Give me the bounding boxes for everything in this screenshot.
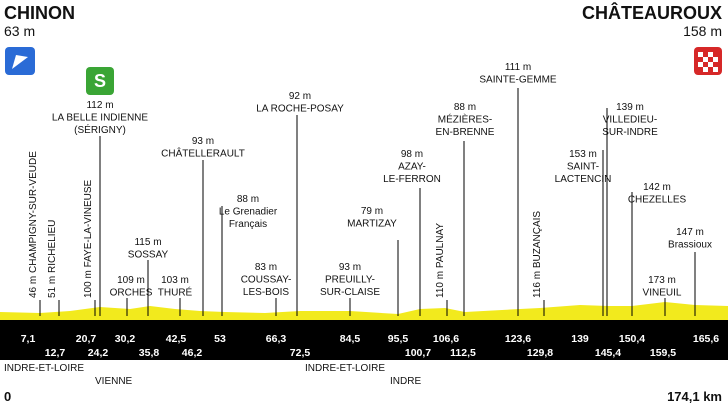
point-label: 46 m CHAMPIGNY-SUR-VEUDE bbox=[28, 151, 39, 298]
point-name: RICHELIEU bbox=[47, 220, 58, 273]
km-label: 145,4 bbox=[595, 347, 621, 359]
km-label: 46,2 bbox=[182, 347, 203, 359]
km-label: 84,5 bbox=[340, 333, 361, 345]
point-label: 110 m PAULNAY bbox=[435, 223, 446, 298]
point-name: AZAY- bbox=[398, 162, 426, 173]
region: VIENNE bbox=[95, 376, 133, 387]
point-altitude: 109 m bbox=[117, 275, 145, 286]
km-label: 150,4 bbox=[619, 333, 645, 345]
point-name: LACTENCIN bbox=[555, 174, 612, 185]
point-name: BUZANÇAIS bbox=[532, 211, 543, 269]
point-altitude: 115 m bbox=[134, 237, 161, 248]
finish-icon bbox=[694, 47, 722, 75]
point-name: EN-BRENNE bbox=[436, 127, 495, 138]
point-name: LA BELLE INDIENNE bbox=[52, 113, 148, 124]
km-label: 159,5 bbox=[650, 347, 676, 359]
point-altitude: 88 m bbox=[454, 102, 476, 113]
point-name: Brassioux bbox=[668, 240, 712, 251]
point-altitude: 111 m bbox=[505, 62, 531, 73]
km-label: 100,7 bbox=[405, 347, 431, 359]
point-altitude: 88 m bbox=[237, 194, 259, 205]
point-altitude: 93 m bbox=[192, 136, 214, 147]
point-name: CHEZELLES bbox=[628, 195, 687, 206]
finish-altitude: 158 m bbox=[683, 23, 722, 39]
km-label: 66,3 bbox=[266, 333, 287, 345]
km-label: 7,1 bbox=[21, 333, 36, 345]
km-label: 12,7 bbox=[45, 347, 66, 359]
start-name: CHINON bbox=[4, 3, 75, 23]
point-altitude: 103 m bbox=[161, 275, 189, 286]
svg-text:S: S bbox=[94, 71, 106, 91]
point-altitude: 142 m bbox=[643, 182, 671, 193]
point-name: VINEUIL bbox=[643, 288, 682, 299]
km-label: 139 bbox=[571, 333, 589, 345]
point-name: COUSSAY- bbox=[241, 275, 292, 286]
km-label: 112,5 bbox=[450, 347, 476, 359]
km-label: 123,6 bbox=[505, 333, 531, 345]
point-name: SUR-INDRE bbox=[602, 127, 658, 138]
km-label: 35,8 bbox=[139, 347, 160, 359]
point-altitude: 92 m bbox=[289, 91, 311, 102]
point-altitude: 112 m bbox=[86, 100, 113, 111]
km-label: 72,5 bbox=[290, 347, 311, 359]
point-label: 51 m RICHELIEU bbox=[47, 220, 58, 298]
point-name: MÉZIÈRES- bbox=[438, 113, 492, 126]
point-altitude: 110 m bbox=[435, 271, 446, 298]
point-altitude: 46 m bbox=[28, 276, 39, 298]
point-altitude: 153 m bbox=[569, 149, 597, 160]
point-name: Le Grenadier bbox=[219, 207, 278, 218]
region: INDRE-ET-LOIRE bbox=[305, 363, 385, 374]
km-label: 24,2 bbox=[88, 347, 109, 359]
point-name: SAINT- bbox=[567, 162, 599, 173]
distance-end: 174,1 km bbox=[667, 389, 722, 404]
point-name: LE-FERRON bbox=[383, 174, 441, 185]
km-label: 129,8 bbox=[527, 347, 553, 359]
km-band bbox=[0, 320, 728, 360]
km-label: 20,7 bbox=[76, 333, 97, 345]
point-name: Français bbox=[229, 219, 267, 230]
point-altitude: 147 m bbox=[676, 227, 704, 238]
km-label: 30,2 bbox=[115, 333, 136, 345]
point-name: MARTIZAY bbox=[347, 219, 397, 230]
point-name: PREUILLY- bbox=[325, 275, 375, 286]
point-altitude: 83 m bbox=[255, 262, 277, 273]
point-altitude: 79 m bbox=[361, 206, 383, 217]
point-altitude: 51 m bbox=[47, 276, 58, 298]
region: INDRE-ET-LOIRE bbox=[4, 363, 84, 374]
point-altitude: 93 m bbox=[339, 262, 361, 273]
point-label: 116 m BUZANÇAIS bbox=[532, 211, 543, 298]
start-icon bbox=[5, 47, 35, 75]
region: INDRE bbox=[390, 376, 421, 387]
km-label: 165,6 bbox=[693, 333, 719, 345]
sprint-icon: S bbox=[86, 67, 114, 95]
point-name: SAINTE-GEMME bbox=[479, 75, 557, 86]
point-name: CHAMPIGNY-SUR-VEUDE bbox=[28, 151, 39, 273]
point-label: 100 m FAYE-LA-VINEUSE bbox=[83, 179, 94, 298]
point-name: THURÉ bbox=[158, 286, 193, 299]
finish-name: CHÂTEAUROUX bbox=[582, 2, 722, 23]
point-name: SUR-CLAISE bbox=[320, 287, 380, 298]
start-altitude: 63 m bbox=[4, 23, 35, 39]
point-name: (SÉRIGNY) bbox=[74, 123, 126, 136]
point-name: SOSSAY bbox=[128, 250, 169, 261]
km-label: 106,6 bbox=[433, 333, 459, 345]
km-label: 42,5 bbox=[166, 333, 187, 345]
point-altitude: 98 m bbox=[401, 149, 423, 160]
point-altitude: 100 m bbox=[83, 270, 94, 298]
point-altitude: 116 m bbox=[532, 271, 543, 298]
point-name: CHÂTELLERAULT bbox=[161, 147, 245, 160]
point-name: ORCHES bbox=[110, 288, 153, 299]
point-altitude: 139 m bbox=[616, 102, 644, 113]
point-name: FAYE-LA-VINEUSE bbox=[83, 179, 94, 267]
km-label: 95,5 bbox=[388, 333, 409, 345]
point-name: VILLEDIEU- bbox=[603, 115, 657, 126]
point-altitude: 173 m bbox=[648, 275, 676, 286]
km-label: 53 bbox=[214, 333, 226, 345]
point-name: PAULNAY bbox=[435, 223, 446, 269]
point-name: LES-BOIS bbox=[243, 287, 289, 298]
distance-start: 0 bbox=[4, 389, 11, 404]
point-name: LA ROCHE-POSAY bbox=[256, 104, 344, 115]
profile bbox=[0, 302, 728, 320]
